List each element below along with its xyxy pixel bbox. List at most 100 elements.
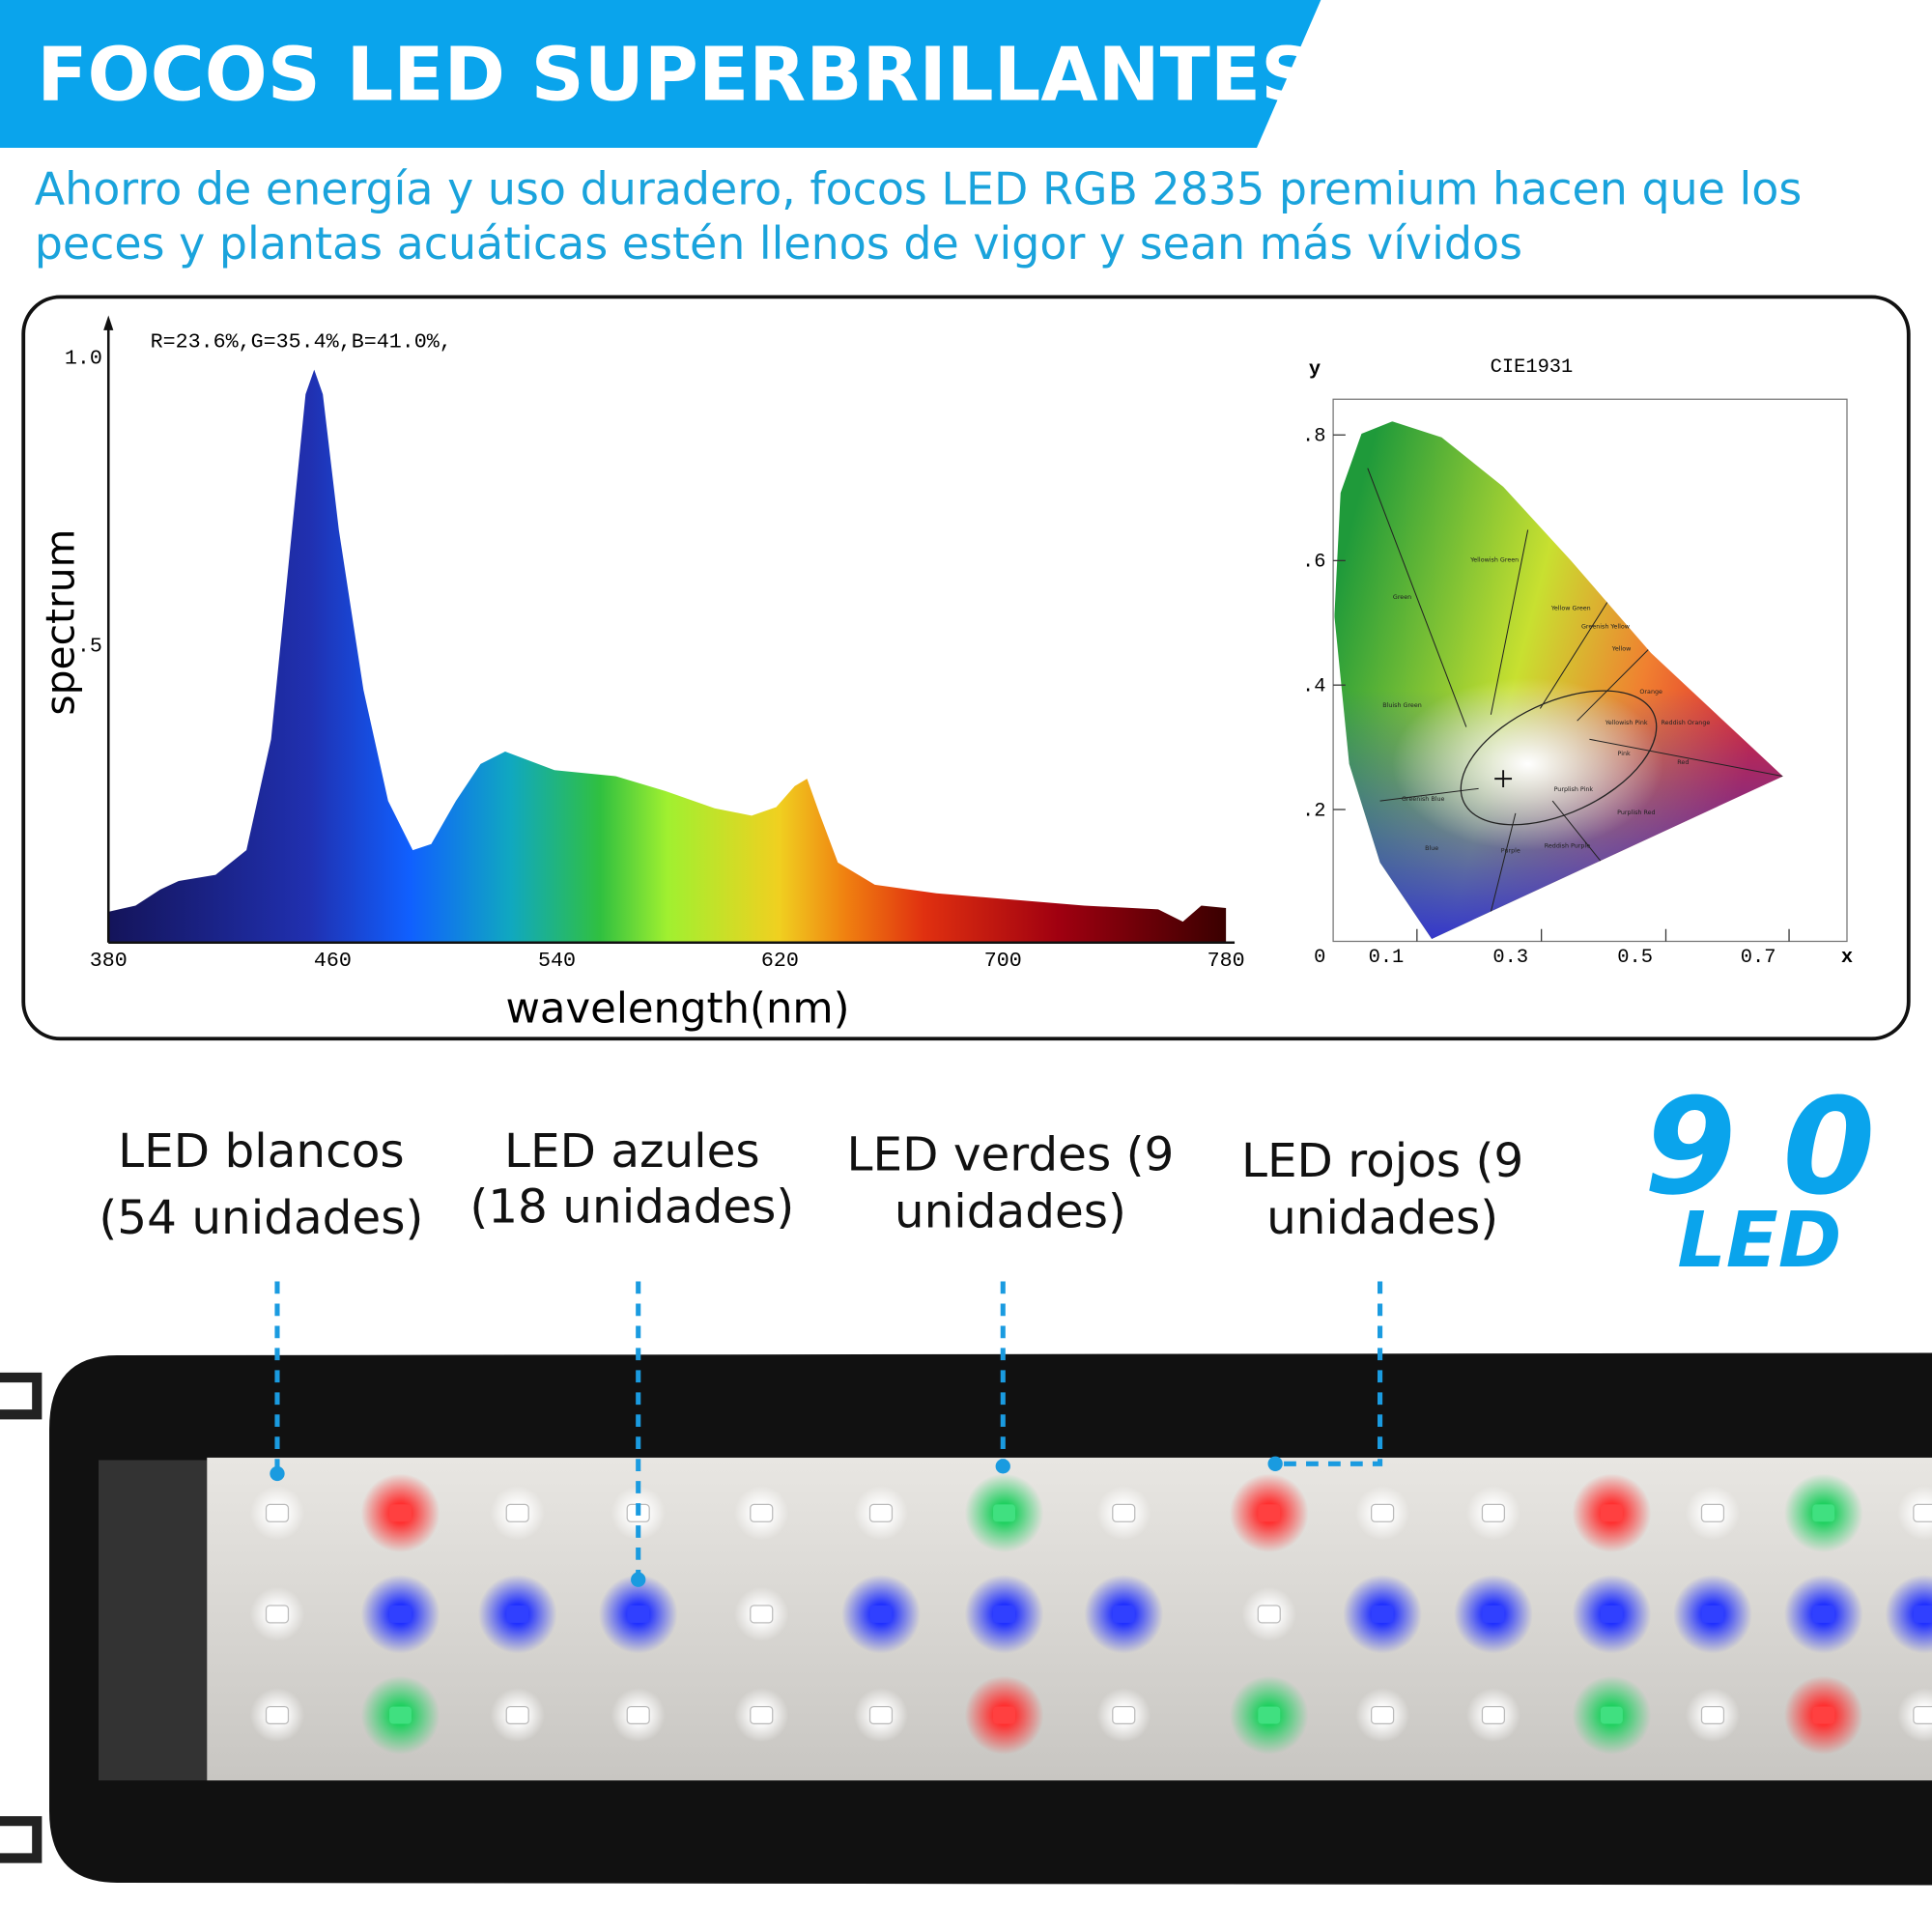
led-label: LED rojos (9: [1241, 1134, 1523, 1188]
cie-region-label: Orange: [1639, 688, 1662, 696]
led-chip: [868, 1503, 894, 1522]
spectrum-annotation: R=23.6%,G=35.4%,B=41.0%,: [151, 330, 452, 355]
led-chip: [750, 1503, 774, 1522]
led-label: unidades): [895, 1184, 1126, 1238]
cie-region-label: Yellowish Green: [1469, 556, 1519, 564]
led-chip: [1482, 1605, 1505, 1623]
led-chip: [1600, 1605, 1623, 1623]
cie-region-label: Greenish Blue: [1402, 795, 1445, 803]
led-chip: [389, 1605, 412, 1623]
cie-y-tick-label: 0: [1314, 947, 1325, 969]
badge-unit: LED: [1677, 1196, 1841, 1285]
led-chip: [993, 1605, 1016, 1623]
x-tick-label: 460: [314, 949, 352, 973]
led-chip: [1812, 1504, 1835, 1522]
badge-number: 9 0: [1644, 1070, 1876, 1225]
cie-region-label: Blue: [1425, 844, 1438, 852]
cie-x-tick-label: 0.3: [1492, 947, 1528, 969]
spectrum-curve: [108, 369, 1227, 943]
cie-x-axis: x: [1841, 947, 1853, 969]
led-chip: [1913, 1503, 1932, 1522]
led-label: unidades): [1266, 1191, 1498, 1245]
axis-arrow: [103, 315, 114, 330]
led-chip: [993, 1504, 1016, 1522]
cie-region-label: Green: [1393, 593, 1411, 601]
led-chip: [750, 1705, 774, 1725]
cie-x-tick-label: 0.5: [1617, 947, 1653, 969]
led-chip: [389, 1706, 412, 1724]
cie-region-label: Yellow: [1611, 644, 1632, 652]
guide-lines: [274, 1281, 1383, 1577]
led-chip: [265, 1705, 290, 1725]
cie-y-tick-label: .4: [1302, 676, 1325, 698]
led-chip: [1812, 1706, 1835, 1724]
led-chip: [1112, 1705, 1136, 1725]
cie-region-label: Purplish Pink: [1554, 785, 1594, 793]
cie-y-tick-label: .8: [1302, 426, 1325, 448]
cie-region-label: Yellowish Pink: [1605, 719, 1648, 726]
cie-y-tick-label: .6: [1302, 552, 1325, 574]
led-chip: [1258, 1706, 1281, 1724]
led-chip: [505, 1503, 529, 1522]
led-chip: [750, 1605, 774, 1624]
led-glow: [1885, 1575, 1932, 1654]
led-chip: [1112, 1605, 1135, 1623]
cie-y-axis: y: [1309, 359, 1321, 382]
led-chip: [993, 1706, 1016, 1724]
cie-region-label: Red: [1677, 758, 1689, 766]
cie-x-tick-label: 0.7: [1741, 947, 1776, 969]
led-chip: [1371, 1705, 1395, 1725]
led-chip: [1371, 1605, 1394, 1623]
led-chip: [1481, 1503, 1506, 1522]
led-chip: [1913, 1605, 1932, 1623]
x-tick-label: 380: [90, 949, 128, 973]
led-chip: [626, 1705, 650, 1725]
cie-region-label: Reddish Orange: [1662, 719, 1711, 726]
cie-region-label: Greenish Yellow: [1581, 623, 1630, 631]
cie-region-label: Pink: [1618, 750, 1631, 757]
led-chip: [1701, 1605, 1724, 1623]
led-chip: [1600, 1706, 1623, 1724]
led-chip: [505, 1705, 529, 1725]
y-tick-label: 1.0: [65, 346, 102, 370]
cie-region-label: Yellow Green: [1550, 604, 1591, 611]
led-chip: [1700, 1503, 1725, 1522]
cie-title: CIE1931: [1491, 356, 1574, 379]
led-chip: [1258, 1504, 1281, 1522]
x-tick-label: 700: [984, 949, 1022, 973]
led-chip: [869, 1605, 893, 1623]
title: FOCOS LED SUPERBRILLANTES: [37, 32, 1314, 118]
y-tick-label: .5: [77, 635, 102, 659]
led-chip: [1481, 1705, 1506, 1725]
bracket: [0, 1372, 43, 1863]
y-axis-label: spectrum: [38, 529, 84, 716]
cie-y-tick-label: .2: [1302, 800, 1325, 822]
cie-region-label: Purplish Red: [1617, 809, 1655, 816]
cie-region-label: Purple: [1501, 847, 1520, 855]
led-chip: [1112, 1503, 1136, 1522]
cie-region-label: Reddish Purple: [1545, 842, 1590, 850]
subtitle: Ahorro de energía y uso duradero, focos …: [35, 163, 1803, 215]
white-point: [1494, 770, 1513, 788]
cie-region-label: Bluish Green: [1382, 701, 1422, 709]
header-banner: [0, 0, 1321, 149]
led-label: (54 unidades): [99, 1191, 423, 1245]
led-chip: [1600, 1504, 1623, 1522]
led-chip: [868, 1705, 894, 1725]
x-tick-label: 540: [538, 949, 576, 973]
x-tick-label: 780: [1208, 949, 1245, 973]
led-chip: [506, 1605, 529, 1623]
led-chip: [1371, 1503, 1395, 1522]
led-chip: [1812, 1605, 1835, 1623]
cie-frame: [1332, 398, 1848, 943]
led-chip: [1913, 1705, 1932, 1725]
led-chip: [627, 1605, 650, 1623]
subtitle: peces y plantas acuáticas estén llenos d…: [35, 217, 1522, 270]
x-axis-label: wavelength(nm): [505, 985, 849, 1034]
led-panel: [207, 1457, 1932, 1781]
led-label: (18 unidades): [469, 1179, 794, 1234]
cie-x-tick-label: 0.1: [1369, 947, 1405, 969]
led-chip: [1700, 1705, 1725, 1725]
